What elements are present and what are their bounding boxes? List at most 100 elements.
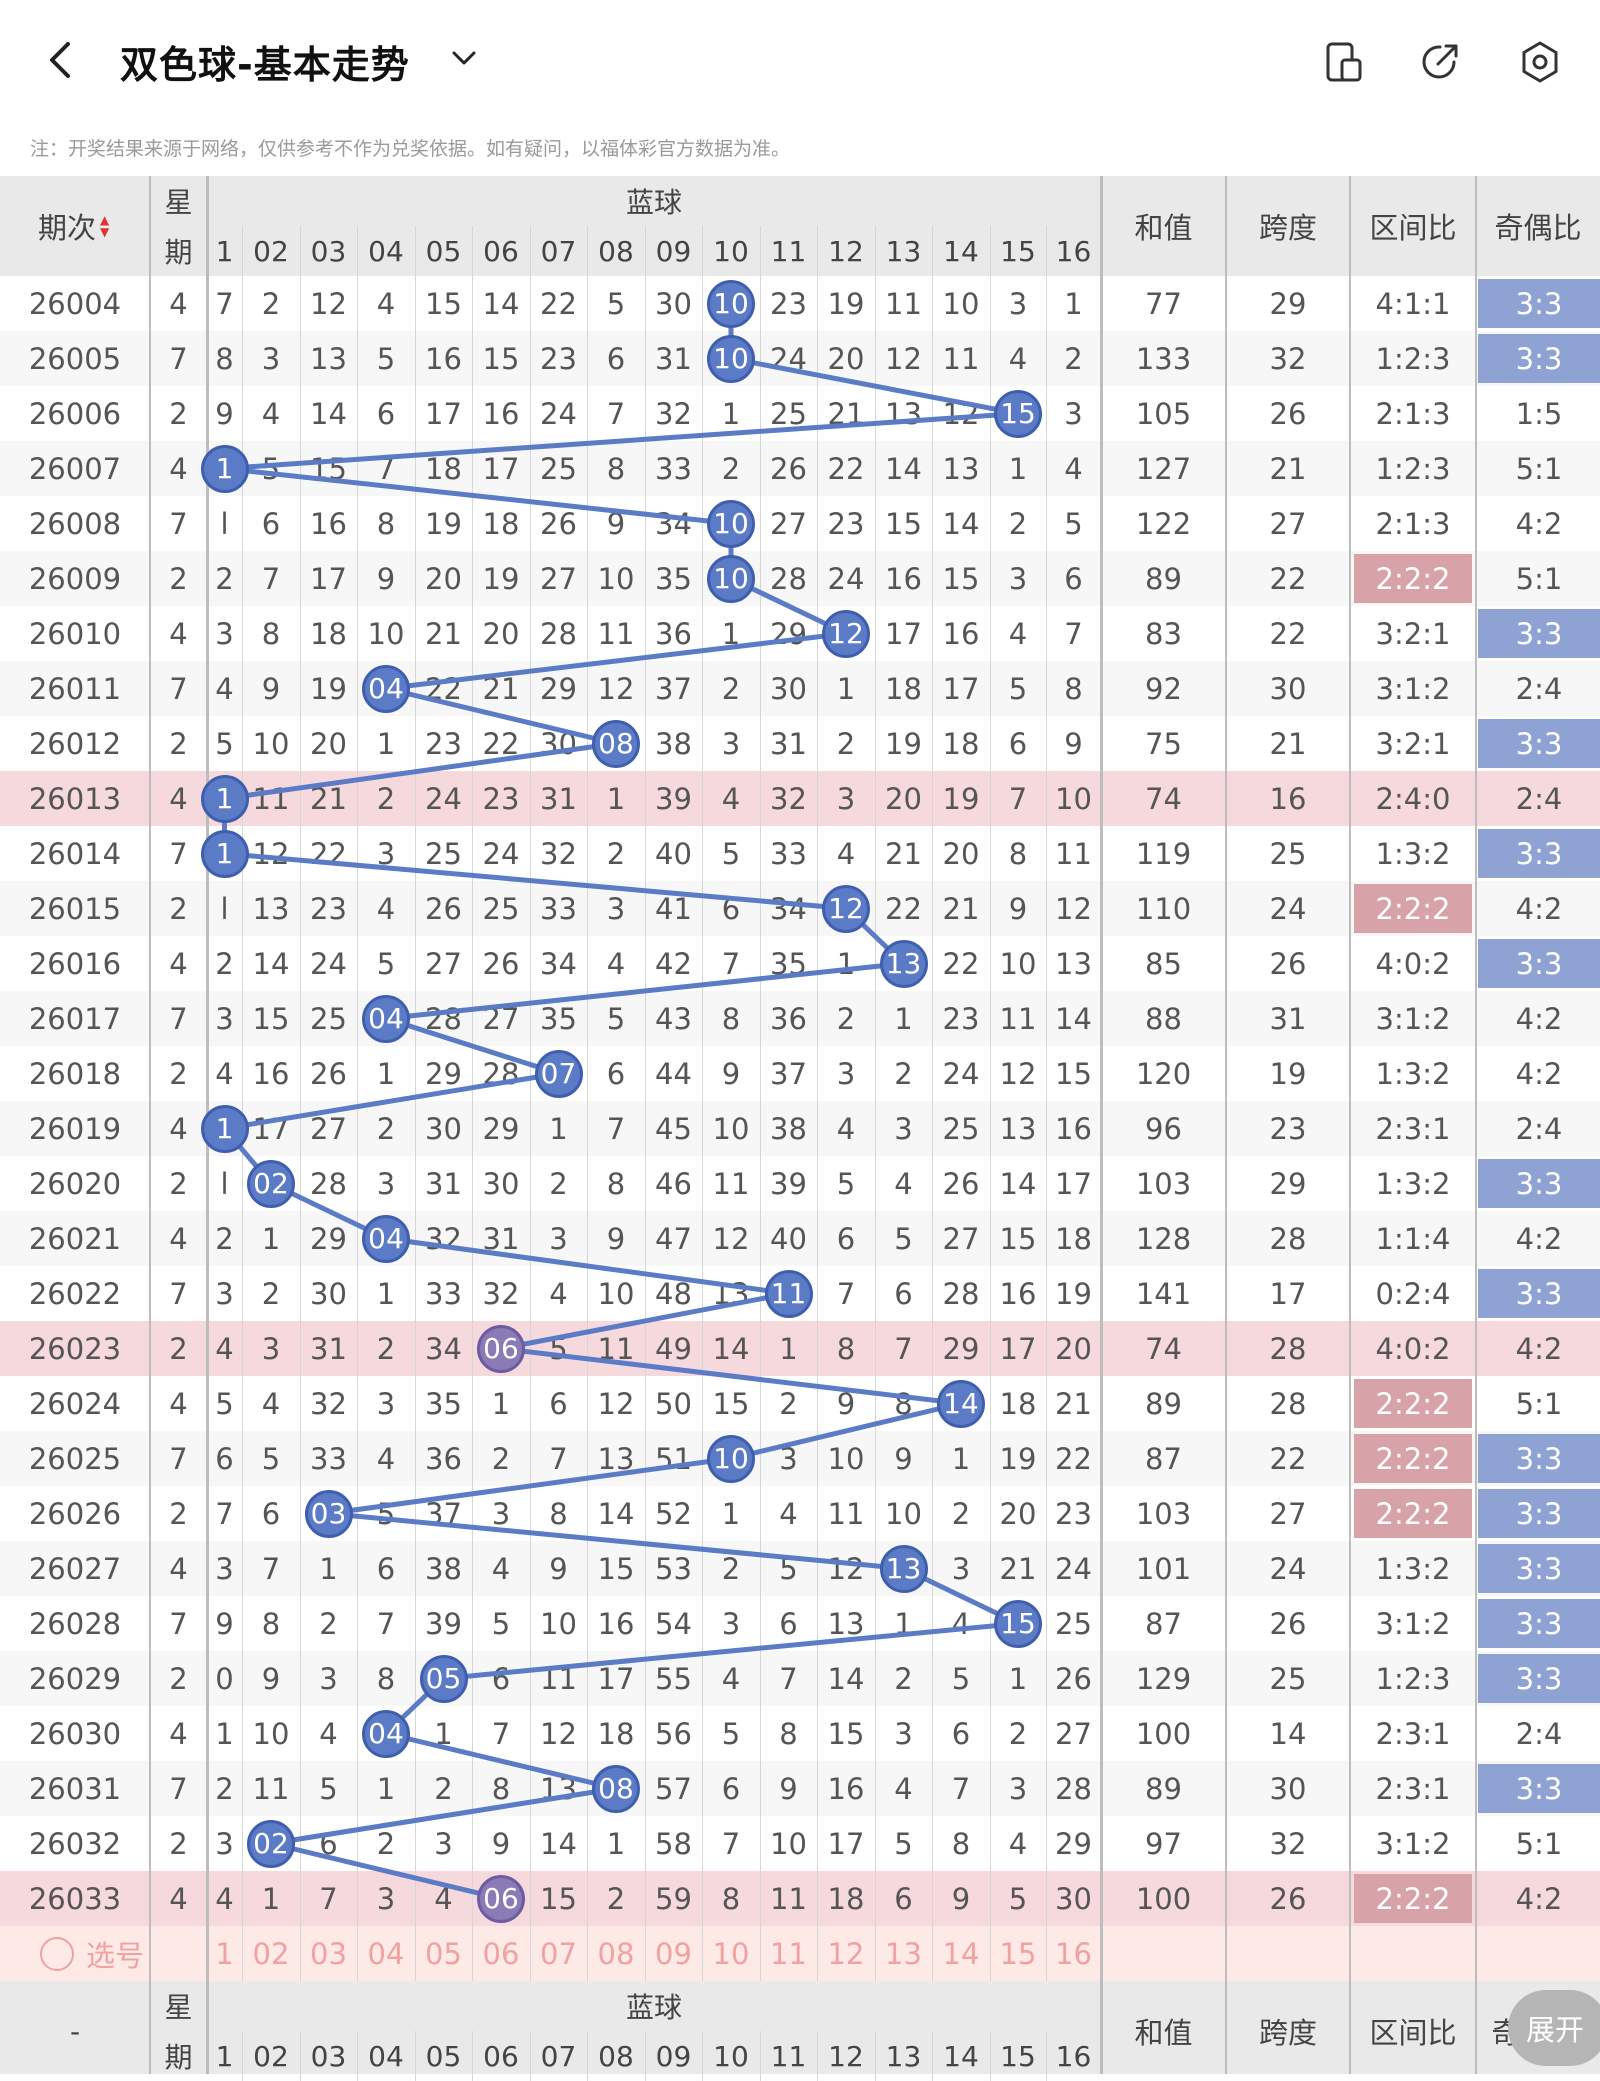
select-number[interactable]: 12 — [827, 1936, 865, 1971]
sort-arrows-icon[interactable]: ▲▼ — [100, 213, 110, 239]
missing-count-cell: 2 — [376, 781, 396, 816]
week-cell: 4 — [169, 1111, 188, 1146]
footer-blue-number-header[interactable]: 08 — [598, 2039, 634, 2073]
footer-blue-number-header[interactable]: 02 — [253, 2039, 289, 2073]
footer-blue-number-header[interactable]: 12 — [828, 2039, 864, 2073]
footer-blue-number-header[interactable]: 14 — [943, 2039, 979, 2073]
footer-blue-ball-header[interactable]: 蓝球 — [625, 1991, 682, 2024]
footer-blue-number-header[interactable]: 03 — [310, 2039, 347, 2073]
footer-zone-ratio-header[interactable]: 区间比 — [1369, 2016, 1457, 2050]
page-title[interactable]: 双色球-基本走势 — [120, 43, 410, 87]
select-number[interactable]: 15 — [999, 1936, 1037, 1971]
odd-even-cell: 4:2 — [1515, 1056, 1563, 1091]
footer-blue-number-header[interactable]: 04 — [368, 2039, 404, 2073]
blue-number-header[interactable]: 14 — [943, 234, 979, 268]
odd-even-cell: 5:1 — [1515, 451, 1563, 486]
blue-ball-badge: 04 — [362, 994, 410, 1043]
select-circle-icon[interactable] — [40, 1936, 74, 1971]
missing-count-cell: 1 — [606, 1826, 626, 1861]
column-divider — [1225, 176, 1227, 2074]
footer-week-line2[interactable]: 期 — [164, 2041, 193, 2074]
blue-column-divider — [472, 2031, 473, 2081]
missing-count-cell: 35 — [770, 946, 807, 981]
blue-number-header[interactable]: 08 — [598, 234, 634, 268]
footer-blue-number-header[interactable]: 16 — [1055, 2039, 1092, 2073]
blue-ball-header[interactable]: 蓝球 — [625, 186, 682, 219]
footer-blue-number-header[interactable]: 05 — [425, 2039, 462, 2073]
select-number[interactable]: 06 — [482, 1936, 520, 1971]
missing-count-cell: 8 — [261, 1606, 281, 1641]
blue-number-header[interactable]: 15 — [1000, 234, 1036, 268]
missing-count-cell: 11 — [597, 616, 635, 651]
footer-blue-number-header[interactable]: 11 — [770, 2039, 807, 2073]
sum-header[interactable]: 和值 — [1134, 211, 1193, 245]
missing-count-cell: 7 — [215, 1496, 234, 1531]
missing-count-cell: 44 — [655, 1056, 692, 1091]
select-number[interactable]: 14 — [942, 1936, 980, 1971]
missing-count-cell: 27 — [942, 1221, 980, 1256]
odd-even-header[interactable]: 奇偶比 — [1494, 211, 1582, 245]
footer-blue-number-header[interactable]: 15 — [1000, 2039, 1036, 2073]
select-number[interactable]: 03 — [310, 1936, 347, 1971]
select-number[interactable]: 07 — [540, 1936, 577, 1971]
footer-blue-number-header[interactable]: 06 — [483, 2039, 519, 2073]
missing-count-cell: 19 — [999, 1441, 1037, 1476]
missing-count-cell: 23 — [540, 341, 577, 376]
blue-number-header[interactable]: 02 — [253, 234, 289, 268]
blue-number-header[interactable]: 09 — [655, 234, 692, 268]
expand-button[interactable]: 展开 — [1508, 1990, 1600, 2066]
missing-count-cell: 24 — [827, 561, 865, 596]
blue-number-header[interactable]: 10 — [713, 234, 749, 268]
select-label[interactable]: 选号 — [40, 1926, 170, 1981]
footer-week-line1[interactable]: 星 — [164, 1991, 193, 2024]
blue-number-header[interactable]: 13 — [885, 234, 922, 268]
device-icon[interactable] — [1322, 40, 1366, 84]
odd-even-cell: 3:3 — [1478, 1434, 1600, 1483]
blue-number-header[interactable]: 12 — [828, 234, 864, 268]
span-cell: 32 — [1269, 341, 1307, 376]
footer-period-dash[interactable]: - — [69, 2014, 81, 2048]
select-number[interactable]: 10 — [712, 1936, 750, 1971]
missing-count-cell: 22 — [885, 891, 922, 926]
footer-blue-number-header[interactable]: 07 — [540, 2039, 577, 2073]
span-cell: 30 — [1269, 1771, 1307, 1806]
blue-number-header[interactable]: 07 — [540, 234, 577, 268]
zone-ratio-header[interactable]: 区间比 — [1369, 211, 1457, 245]
footer-sum-header[interactable]: 和值 — [1134, 2016, 1193, 2050]
select-number[interactable]: 05 — [425, 1936, 462, 1971]
blue-number-header[interactable]: 1 — [215, 234, 234, 268]
period-header[interactable]: 期次 ▲▼ — [0, 176, 150, 276]
select-number[interactable]: 09 — [655, 1936, 692, 1971]
week-header-line2[interactable]: 期 — [164, 236, 193, 269]
chevron-down-icon[interactable] — [450, 48, 478, 68]
footer-blue-number-header[interactable]: 09 — [655, 2039, 692, 2073]
blue-number-header[interactable]: 04 — [368, 234, 404, 268]
missing-count-cell: 1 — [721, 1496, 741, 1531]
back-icon[interactable] — [40, 38, 84, 82]
share-icon[interactable] — [1418, 40, 1462, 84]
missing-count-cell: 13 — [885, 396, 922, 431]
select-number[interactable]: 16 — [1055, 1936, 1092, 1971]
footer-blue-number-header[interactable]: 1 — [215, 2039, 234, 2073]
select-number[interactable]: 02 — [252, 1936, 290, 1971]
zone-ratio-cell: 1:3:2 — [1375, 1056, 1451, 1091]
select-number[interactable]: 08 — [597, 1936, 635, 1971]
blue-number-header[interactable]: 11 — [770, 234, 807, 268]
footer-span-header[interactable]: 跨度 — [1258, 2016, 1317, 2050]
blue-number-header[interactable]: 03 — [310, 234, 347, 268]
select-number[interactable]: 04 — [367, 1936, 405, 1971]
missing-count-cell: 18 — [482, 506, 520, 541]
week-header-line1[interactable]: 星 — [164, 186, 193, 219]
missing-count-cell: 22 — [482, 726, 520, 761]
settings-icon[interactable] — [1518, 40, 1562, 84]
blue-number-header[interactable]: 05 — [425, 234, 462, 268]
select-number[interactable]: 13 — [885, 1936, 922, 1971]
footer-blue-number-header[interactable]: 10 — [713, 2039, 749, 2073]
footer-blue-number-header[interactable]: 13 — [885, 2039, 922, 2073]
select-number[interactable]: 1 — [215, 1936, 234, 1971]
select-number[interactable]: 11 — [770, 1936, 807, 1971]
span-header[interactable]: 跨度 — [1258, 211, 1317, 245]
missing-count-cell: 24 — [425, 781, 462, 816]
blue-number-header[interactable]: 06 — [483, 234, 519, 268]
blue-number-header[interactable]: 16 — [1055, 234, 1092, 268]
